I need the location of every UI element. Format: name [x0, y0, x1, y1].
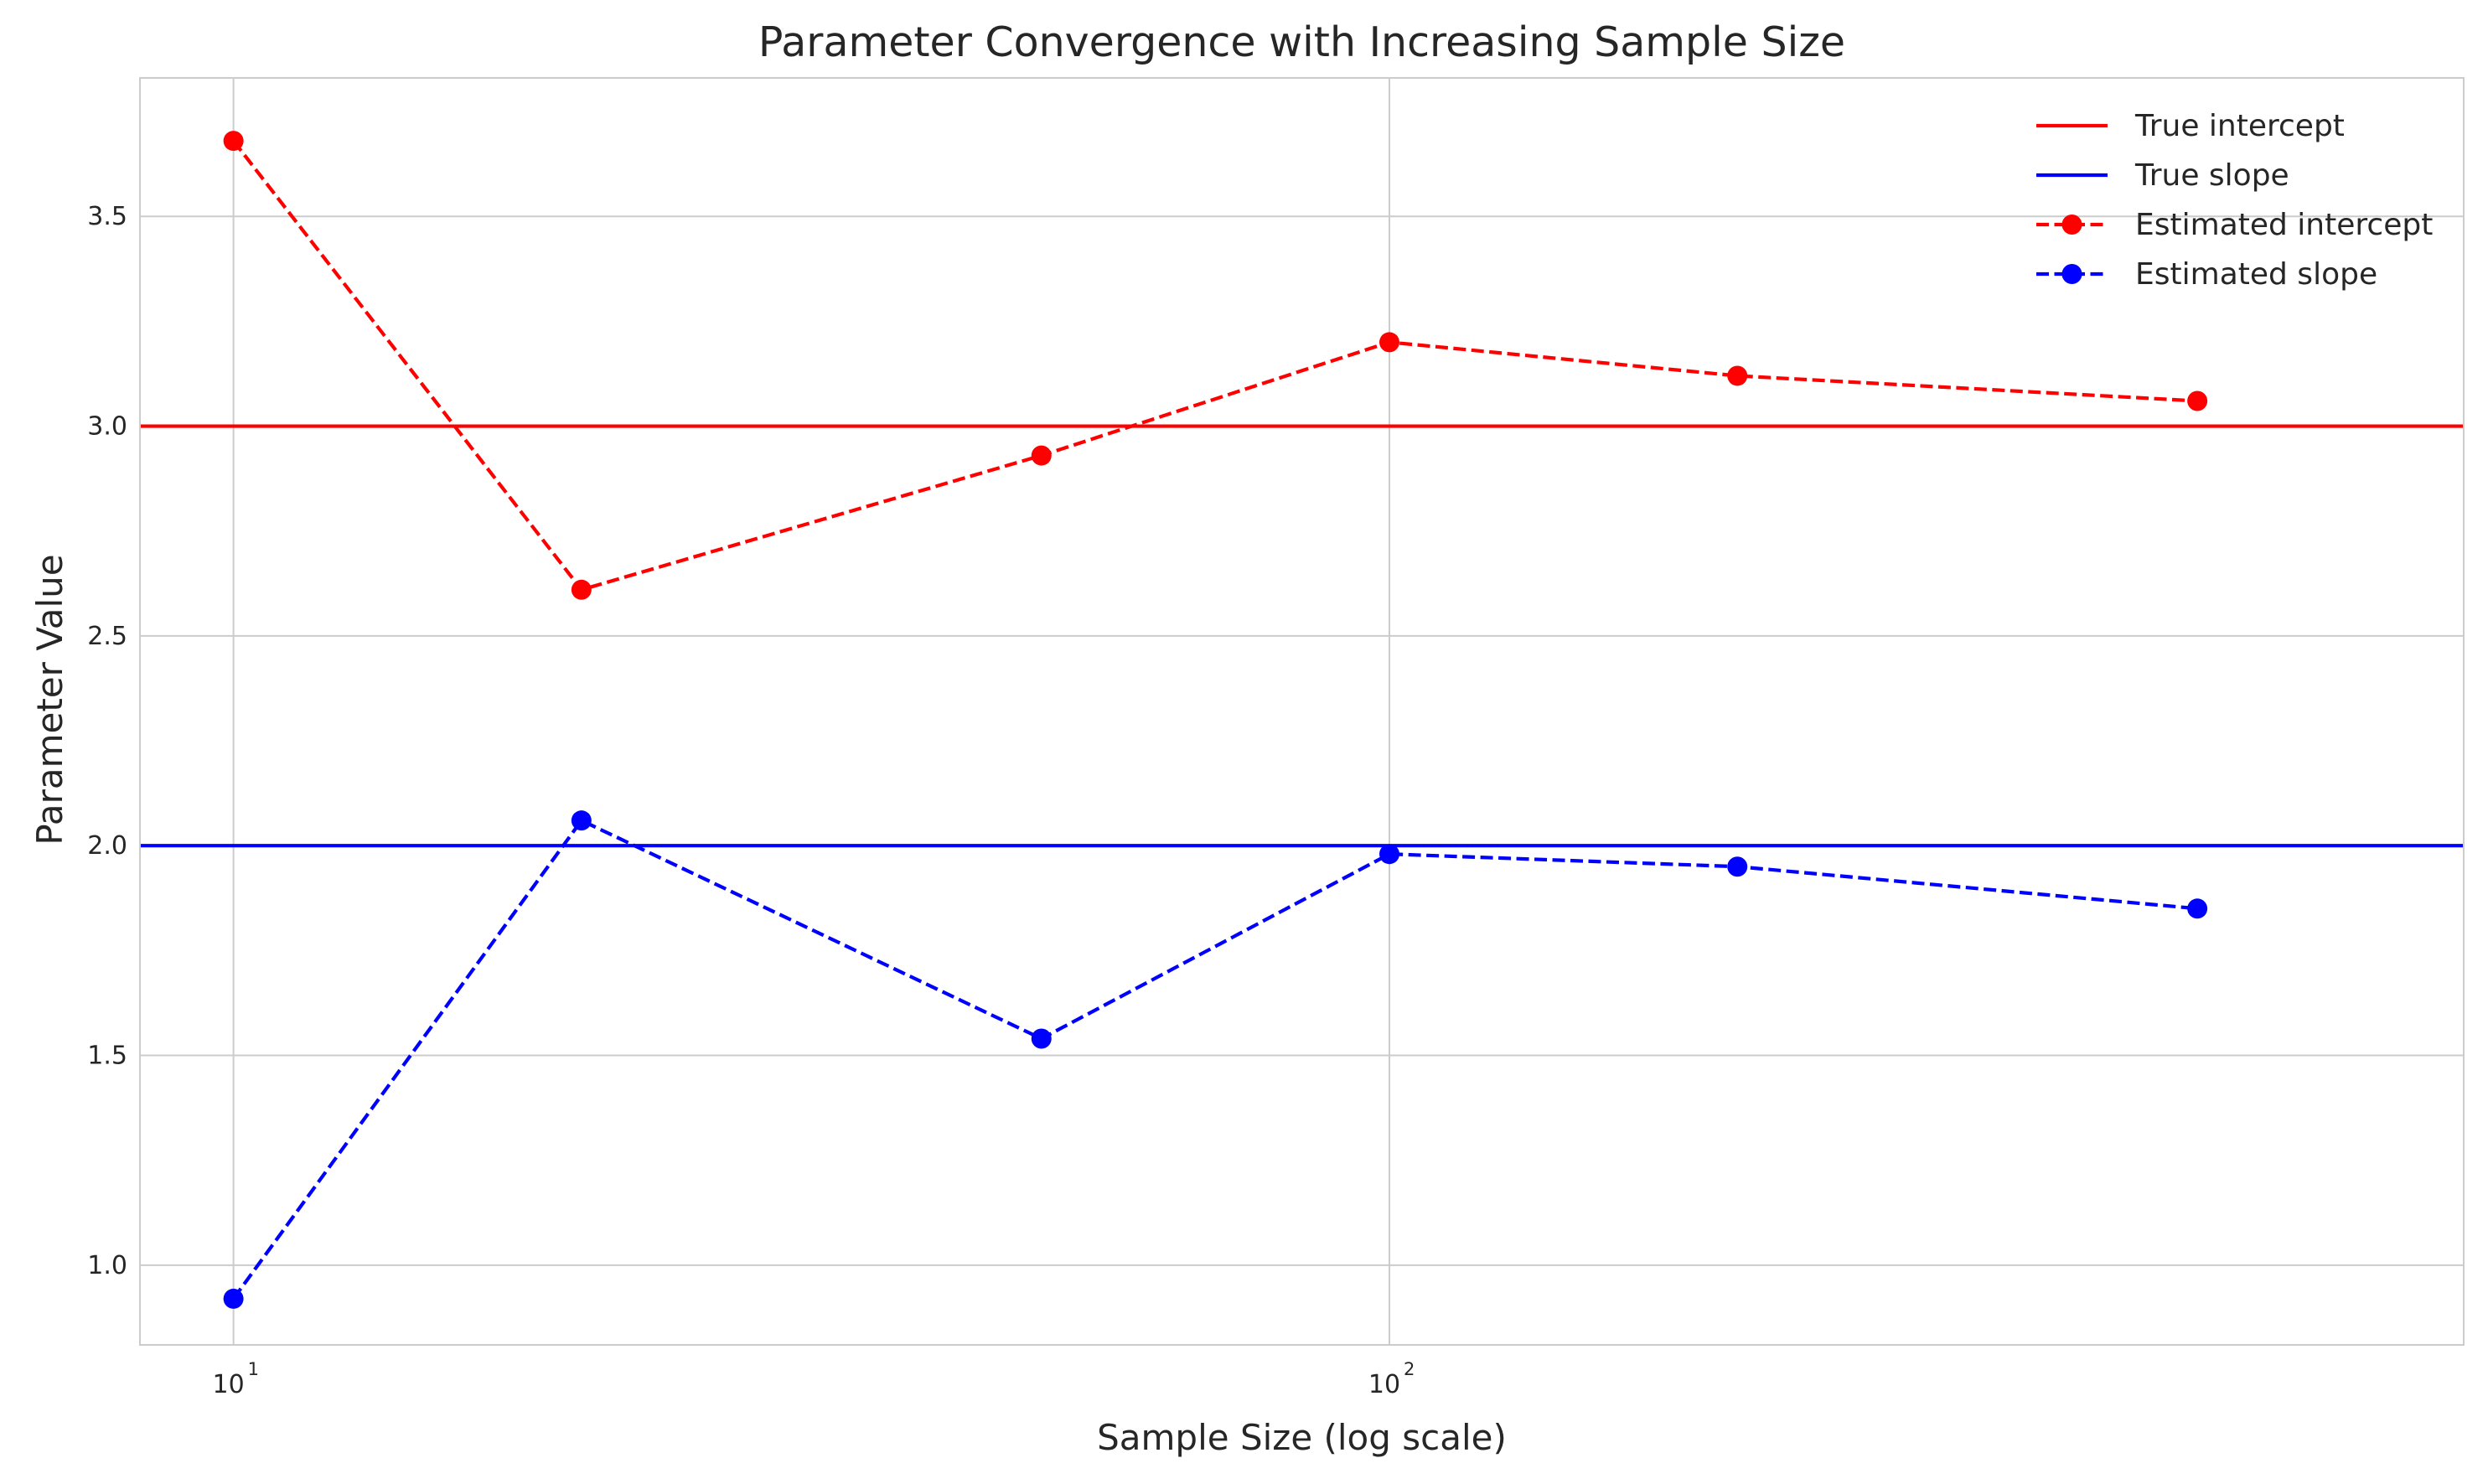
y-tick-label: 1.5: [87, 1042, 127, 1071]
estimated-slope-point: [1378, 844, 1399, 865]
chart-title: Parameter Convergence with Increasing Sa…: [758, 18, 1845, 66]
legend-item-true-slope: True slope: [2036, 158, 2289, 193]
legend-label: True intercept: [2134, 109, 2345, 143]
estimated-slope-point: [223, 1288, 244, 1309]
y-tick-label: 3.0: [87, 412, 127, 442]
estimated-intercept-point: [1031, 445, 1052, 466]
legend-marker: [2061, 264, 2082, 284]
x-axis-title: Sample Size (log scale): [1097, 1417, 1507, 1458]
y-axis-title: Parameter Value: [29, 554, 70, 845]
y-tick-label: 3.5: [87, 202, 127, 231]
plot-series: [140, 131, 2464, 1309]
estimated-slope-line: [231, 818, 2198, 1300]
estimated-intercept-point: [2187, 390, 2208, 411]
legend-item-estimated-intercept: Estimated intercept: [2036, 208, 2433, 242]
estimated-intercept-point: [1378, 332, 1399, 353]
plot-frame: [139, 77, 2465, 1346]
y-tick-label: 2.5: [87, 622, 127, 651]
x-tick-base: 10: [1368, 1370, 1400, 1399]
legend-item-true-intercept: True intercept: [2036, 109, 2345, 143]
estimated-intercept-point: [571, 579, 592, 600]
estimated-slope-point: [1727, 856, 1748, 877]
x-tick-label: 101: [213, 1359, 259, 1399]
legend-label: Estimated slope: [2135, 257, 2377, 292]
estimated-slope-point: [1031, 1028, 1052, 1049]
legend-label: Estimated intercept: [2135, 208, 2433, 242]
estimated-slope-point: [2187, 898, 2208, 919]
estimated-intercept-line: [231, 139, 2198, 592]
legend-item-estimated-slope: Estimated slope: [2036, 257, 2377, 292]
x-tick-base: 10: [213, 1370, 245, 1399]
estimated-intercept-point: [223, 131, 244, 152]
y-tick-label: 2.0: [87, 831, 127, 861]
x-tick-exponent: 2: [1404, 1359, 1415, 1379]
legend: True intercept True slope Estimated interc…: [2036, 109, 2433, 292]
estimated-slope-point: [571, 810, 592, 831]
estimated-intercept-point: [1727, 365, 1748, 386]
legend-marker: [2061, 215, 2082, 235]
x-tick-exponent: 1: [248, 1359, 259, 1379]
legend-label: True slope: [2134, 158, 2289, 193]
y-tick-label: 1.0: [87, 1251, 127, 1280]
x-tick-label: 102: [1368, 1359, 1415, 1399]
